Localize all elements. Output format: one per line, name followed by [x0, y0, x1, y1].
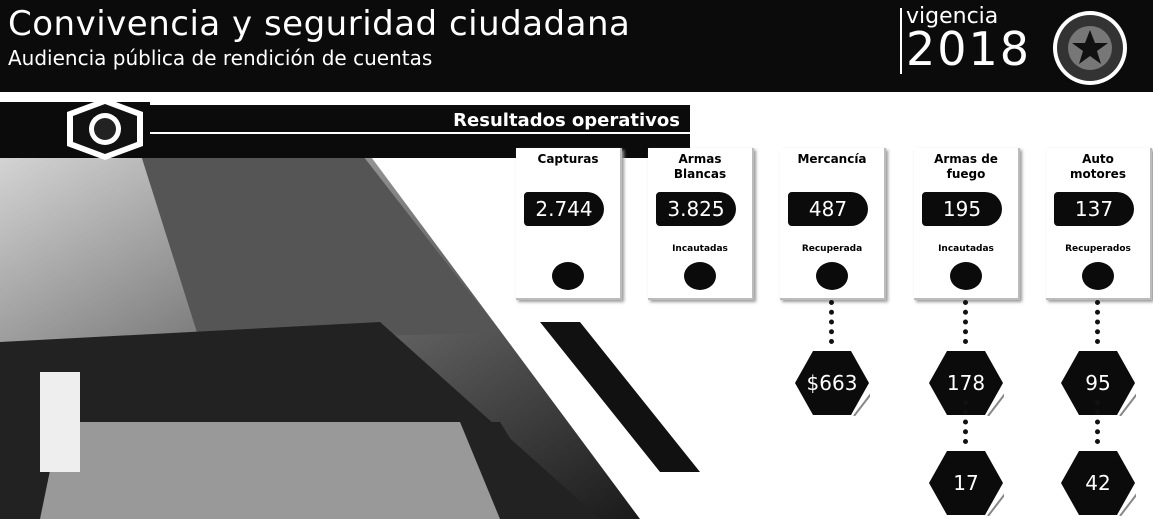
card-value: 2.744	[524, 192, 604, 226]
hexagon: $663	[794, 350, 870, 416]
card-sublabel: Recuperada	[801, 244, 863, 254]
divider	[900, 8, 902, 74]
card-value: 195	[922, 192, 1002, 226]
year: 2018	[906, 22, 1032, 76]
hex-shape	[1061, 451, 1136, 516]
hex-value: 17	[953, 471, 979, 495]
connector	[963, 300, 974, 344]
card-sublabel: Recuperados	[1065, 244, 1131, 254]
card-label: Auto motores	[1070, 152, 1126, 181]
card-icon	[684, 262, 716, 290]
hex-shape	[929, 351, 1004, 416]
card-label: Mercancía	[797, 152, 867, 166]
title: Convivencia y seguridad ciudadana	[8, 4, 631, 44]
card-label: Armas de fuego	[934, 152, 998, 181]
vigencia: vigencia	[906, 4, 999, 29]
card-sublabel: Incautadas	[938, 244, 994, 254]
card-label: Capturas	[537, 152, 599, 166]
seal	[1053, 11, 1127, 85]
card-label: Armas Blancas	[673, 152, 727, 181]
subtitle: Audiencia pública de rendición de cuenta…	[8, 46, 433, 70]
banner	[0, 98, 690, 160]
hex-shape	[795, 351, 870, 416]
card-icon	[1082, 262, 1114, 290]
card-icon	[816, 262, 848, 290]
hex-shape	[929, 451, 1004, 516]
connector	[1095, 400, 1106, 444]
header	[0, 0, 1153, 92]
hex-value: 42	[1085, 471, 1111, 495]
result-card: Armas Blancas 3.825 Incautadas	[648, 148, 754, 300]
hex-shape	[1061, 351, 1136, 416]
hex-value: 178	[946, 371, 986, 395]
result-card: Mercancía 487 Recuperada	[780, 148, 886, 300]
hexagon: 42	[1060, 450, 1136, 516]
result-card: Armas de fuego 195 Incautadas	[914, 148, 1020, 300]
card-value: 137	[1054, 192, 1134, 226]
hex-value: 95	[1085, 371, 1111, 395]
card-sublabel: Incautadas	[672, 244, 728, 254]
hexagon: 178	[928, 350, 1004, 416]
result-card: Auto motores 137 Recuperados	[1046, 148, 1152, 300]
card-value: 487	[788, 192, 868, 226]
hex-value: $663	[806, 371, 858, 395]
connector	[1095, 300, 1106, 344]
card-icon	[950, 262, 982, 290]
hexagon: 95	[1060, 350, 1136, 416]
connector	[829, 300, 840, 344]
banner-title: Resultados operativos	[453, 110, 680, 131]
result-card: Capturas 2.744	[516, 148, 622, 300]
hexagon: 17	[928, 450, 1004, 516]
card-icon	[552, 262, 584, 290]
connector	[963, 400, 974, 444]
card-value: 3.825	[656, 192, 736, 226]
